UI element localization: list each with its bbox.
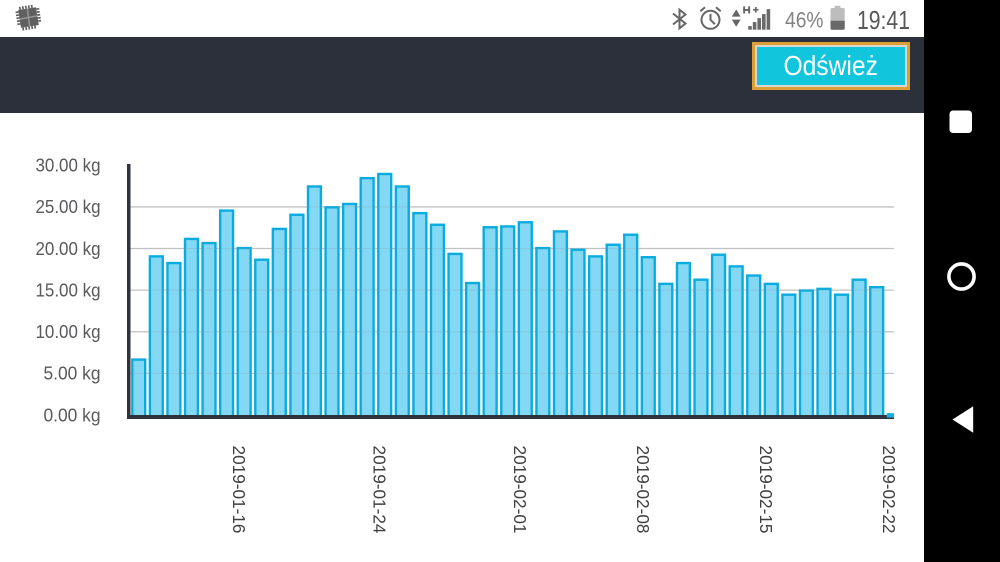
svg-text:46%: 46% bbox=[785, 8, 824, 33]
svg-text:15.00 kg: 15.00 kg bbox=[36, 280, 101, 300]
svg-text:2019-02-22: 2019-02-22 bbox=[879, 446, 899, 534]
svg-text:5.00 kg: 5.00 kg bbox=[44, 364, 101, 384]
svg-text:25.00 kg: 25.00 kg bbox=[36, 197, 101, 217]
svg-text:2019-01-16: 2019-01-16 bbox=[229, 446, 249, 534]
svg-text:2019-02-01: 2019-02-01 bbox=[510, 446, 530, 534]
svg-text:0.00 kg: 0.00 kg bbox=[44, 405, 101, 425]
svg-text:2019-02-08: 2019-02-08 bbox=[633, 446, 653, 534]
svg-text:10.00 kg: 10.00 kg bbox=[36, 322, 101, 342]
svg-text:19:41: 19:41 bbox=[857, 5, 910, 35]
svg-text:20.00 kg: 20.00 kg bbox=[36, 239, 101, 259]
svg-text:2019-02-15: 2019-02-15 bbox=[756, 446, 776, 534]
svg-text:2019-01-24: 2019-01-24 bbox=[369, 446, 389, 534]
svg-text:30.00 kg: 30.00 kg bbox=[36, 156, 101, 176]
